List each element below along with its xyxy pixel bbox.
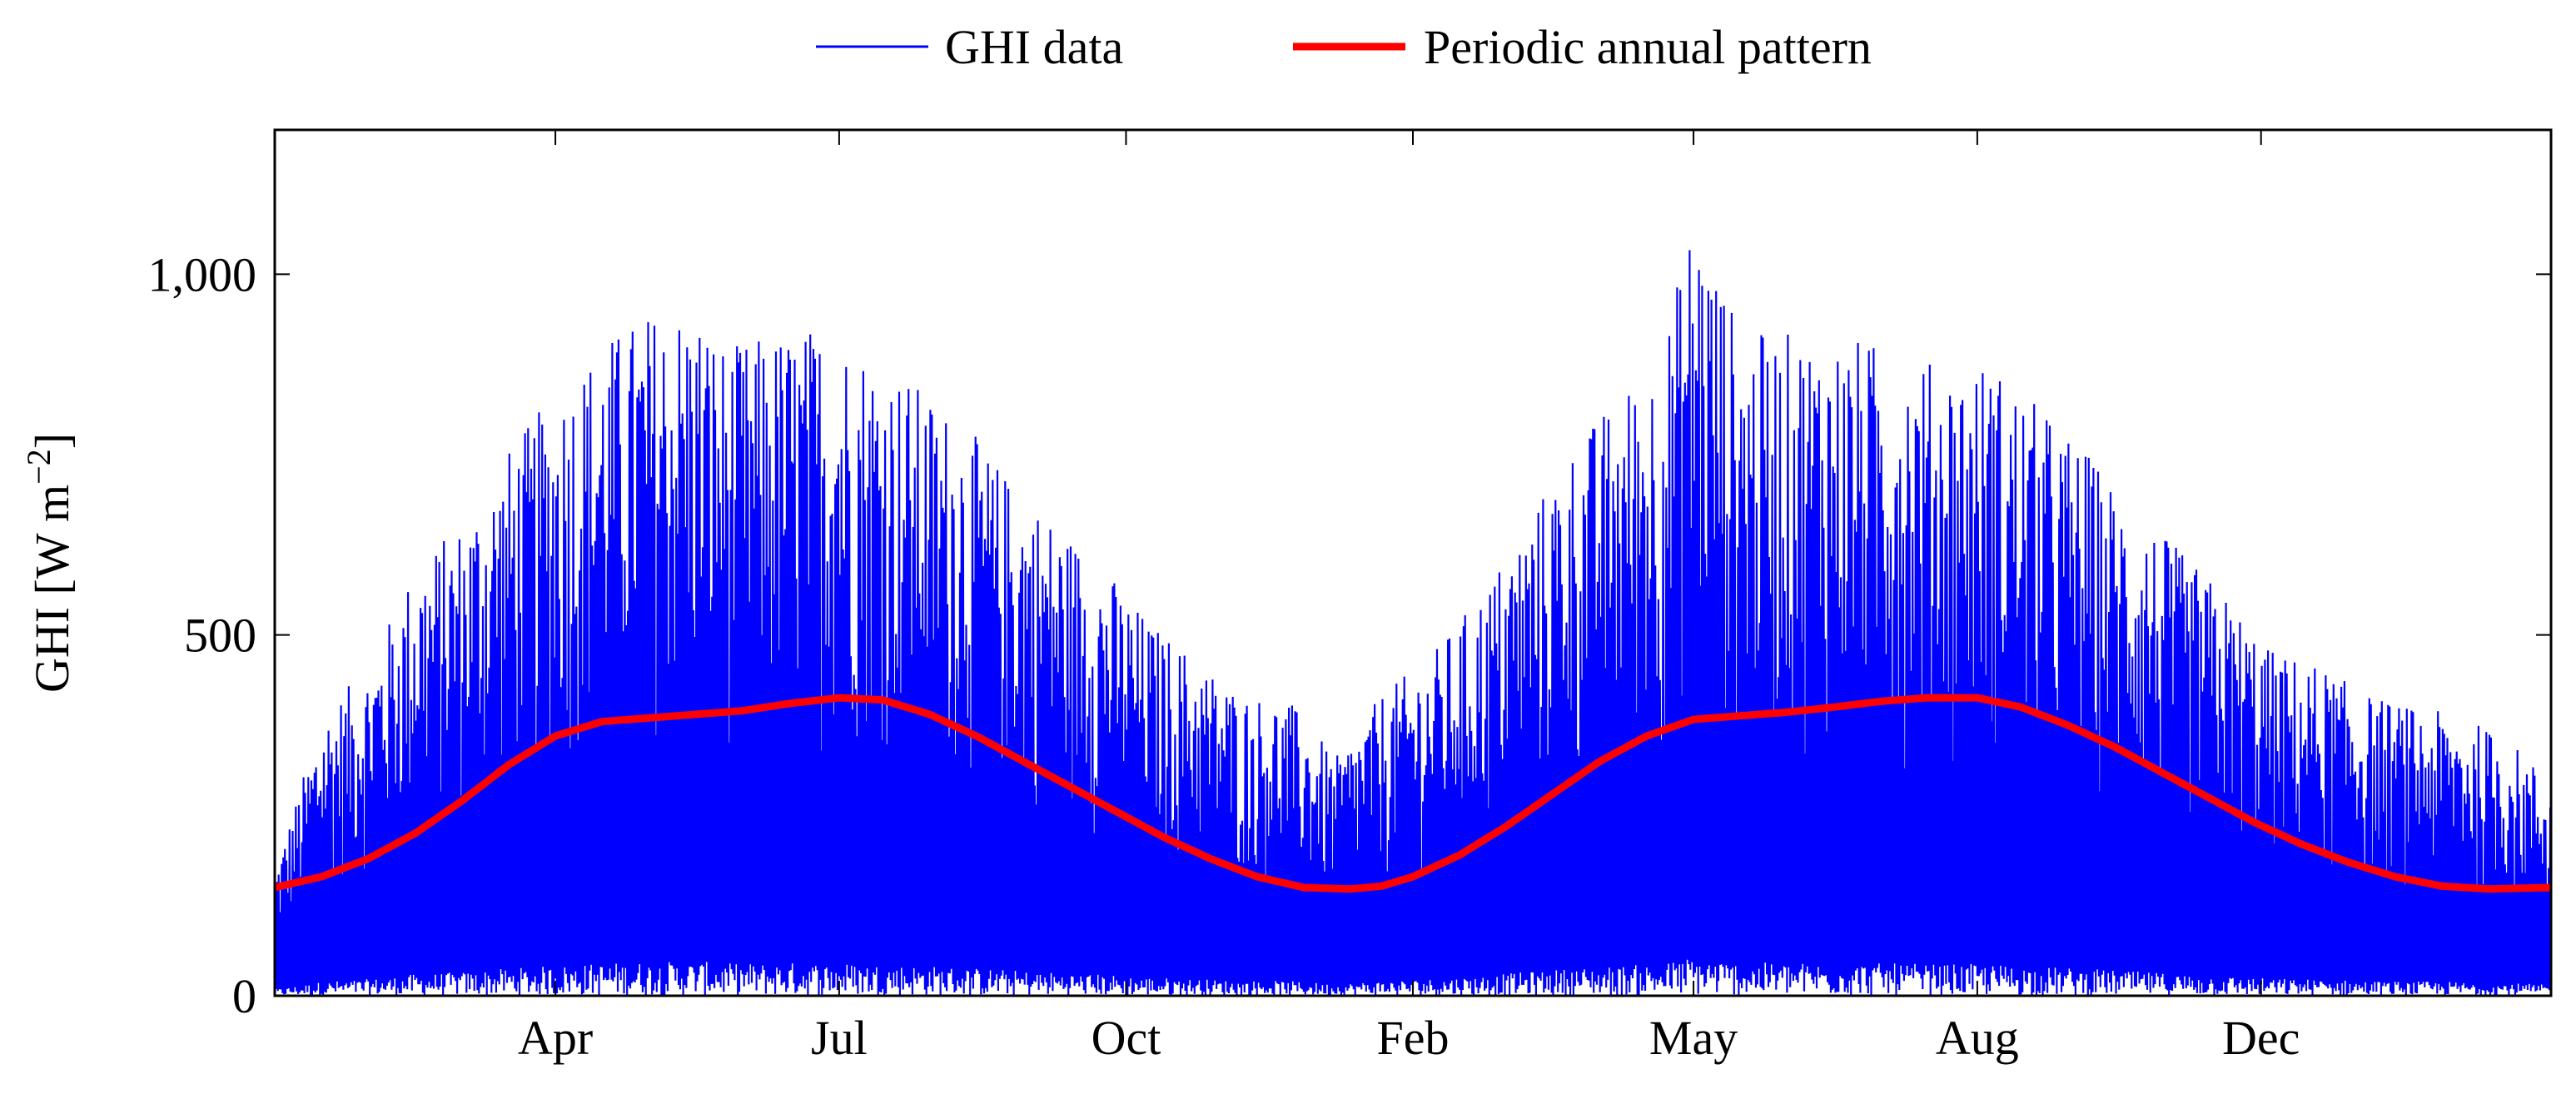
series-layer: [275, 250, 2551, 996]
x-tick-label: Oct: [1092, 1011, 1161, 1065]
y-tick-label: 0: [232, 969, 256, 1023]
series-line-periodic-pattern: [275, 694, 2551, 893]
x-tick-label: Jul: [811, 1011, 868, 1065]
plot-frame: [273, 128, 2553, 997]
x-tick-label: May: [1649, 1011, 1738, 1065]
legend-label-periodic-pattern: Periodic annual pattern: [1424, 20, 1872, 74]
legend: GHI data Periodic annual pattern: [816, 20, 1872, 74]
y-tick-label: 500: [184, 609, 256, 663]
x-tick-label: Dec: [2222, 1011, 2300, 1065]
series-line-ghi-data: [275, 250, 2551, 996]
legend-label-ghi-data: GHI data: [945, 20, 1123, 74]
y-tick-label: 1,000: [148, 247, 257, 301]
x-tick-label: Feb: [1377, 1011, 1450, 1065]
x-tick-label: Aug: [1936, 1011, 2019, 1065]
x-tick-label: Apr: [518, 1011, 593, 1065]
y-axis-title: GHI [W m−2]: [20, 433, 79, 693]
axis-layer: 0 500 1,000 Apr Jul Oct Feb May Aug Dec: [148, 130, 2551, 1065]
